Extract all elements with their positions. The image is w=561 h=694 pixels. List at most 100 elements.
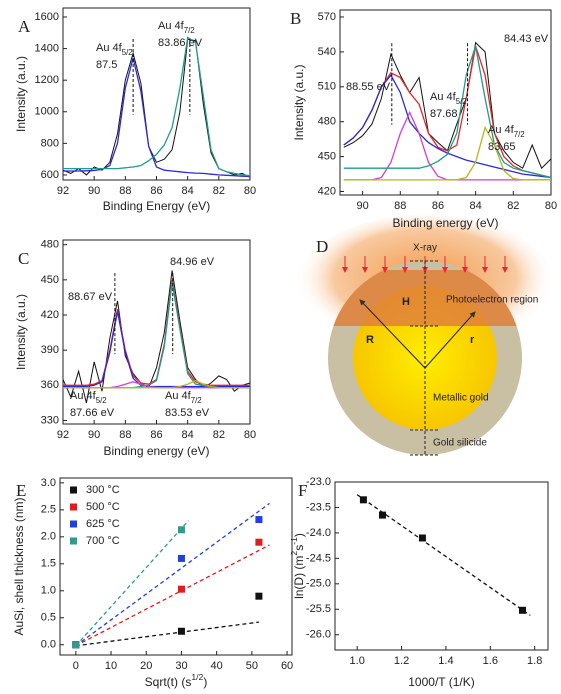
x-tick-label: 60 xyxy=(281,660,293,672)
x-tick-label: 86 xyxy=(150,429,162,441)
text-part: Au 4f xyxy=(96,42,123,54)
big-r-label: R xyxy=(366,334,374,346)
y-tick-label: 1200 xyxy=(35,74,59,86)
text-part: Au 4f xyxy=(430,91,457,103)
x-tick-label: 50 xyxy=(246,660,258,672)
legend-marker xyxy=(70,503,77,511)
x-tick-label: 90 xyxy=(88,185,100,197)
y-tick-label: 600 xyxy=(41,169,59,181)
y-tick-label: -24.5 xyxy=(306,552,331,564)
silicide-label: Gold silicide xyxy=(433,438,487,449)
legend-marker xyxy=(70,520,77,528)
subscript: 5/2 xyxy=(96,396,107,405)
x-tick-label: 84 xyxy=(182,429,194,441)
y-tick-label: -26.0 xyxy=(306,629,331,641)
data-point xyxy=(255,592,263,600)
y-tick-label: 450 xyxy=(318,151,336,163)
y-tick-label: 1400 xyxy=(35,42,59,54)
x-axis-label: Binding energy (eV) xyxy=(103,444,209,458)
x-tick-label: 1.4 xyxy=(438,655,453,667)
data-point xyxy=(359,496,367,504)
spectrum-line xyxy=(62,270,251,404)
y-tick-label: -23.0 xyxy=(306,476,331,488)
annotation: Au 4f5/2 xyxy=(70,390,107,405)
annotation: 88.55 eV xyxy=(346,81,391,93)
y-axis-label: AuSi, shell thickness (nm) xyxy=(12,497,26,635)
legend-marker xyxy=(70,537,77,545)
text-part: Au 4f xyxy=(488,124,515,136)
h-label: H xyxy=(402,296,410,308)
spectrum-line xyxy=(343,41,552,170)
x-tick-label: 1.8 xyxy=(527,655,542,667)
text-part: Au 4f xyxy=(165,390,192,402)
fit-line xyxy=(75,520,189,647)
y-tick-label: -24.0 xyxy=(306,527,331,539)
supscript: -1 xyxy=(289,537,299,545)
x-tick-label: 20 xyxy=(140,660,152,672)
small-r-label: r xyxy=(470,334,475,346)
x-tick-label: 82 xyxy=(213,429,225,441)
spectrum-line xyxy=(63,311,250,388)
y-tick-label: 1.5 xyxy=(41,558,56,570)
text-part: ) xyxy=(203,675,207,689)
x-tick-label: 82 xyxy=(507,200,519,212)
annotation: 87.68 xyxy=(430,108,458,120)
supscript: 1/2 xyxy=(191,672,203,682)
y-tick-label: 0.0 xyxy=(41,639,56,651)
y-tick-label: 480 xyxy=(318,116,336,128)
annotation: 84.43 eV xyxy=(504,33,549,45)
spectrum-line xyxy=(343,45,552,179)
y-axis-label: Intensity (a.u.) xyxy=(14,56,28,132)
y-axis-label: ln(D) (m2s-1) xyxy=(289,533,306,599)
y-tick-label: 420 xyxy=(41,309,59,321)
data-point xyxy=(418,534,426,542)
data-point xyxy=(72,641,80,649)
spectrum-line xyxy=(343,125,551,181)
fit-line xyxy=(75,544,270,647)
data-point xyxy=(177,627,185,635)
x-tick-label: 1.2 xyxy=(394,655,409,667)
supscript: 2 xyxy=(289,551,299,556)
y-tick-label: 3.0 xyxy=(41,477,56,489)
annotation: Au 4f5/2 xyxy=(430,91,467,106)
y-axis-label: Intensity (a.u.) xyxy=(292,64,306,140)
annotation: Au 4f5/2 xyxy=(96,42,133,57)
x-tick-label: 86 xyxy=(432,200,444,212)
subscript: 7/2 xyxy=(514,130,525,139)
plot-frame xyxy=(59,477,293,656)
x-tick-label: 86 xyxy=(150,185,162,197)
subscript: 5/2 xyxy=(456,97,467,106)
annotation: 87.5 xyxy=(96,59,117,71)
legend-marker xyxy=(70,486,77,494)
fit-line xyxy=(75,621,259,647)
spectrum-line xyxy=(62,38,251,178)
x-tick-label: 82 xyxy=(213,185,225,197)
x-tick-label: 0 xyxy=(73,660,79,672)
y-tick-label: 480 xyxy=(41,239,59,251)
x-tick-label: 90 xyxy=(356,200,368,212)
panel-label: E xyxy=(16,481,26,500)
x-axis-label: Sqrt(t) (s1/2) xyxy=(145,672,208,689)
data-point xyxy=(177,526,185,534)
y-tick-label: 2.0 xyxy=(41,531,56,543)
xray-label: X-ray xyxy=(413,243,437,254)
x-tick-label: 1.6 xyxy=(483,655,498,667)
x-tick-label: 30 xyxy=(175,660,187,672)
subscript: 5/2 xyxy=(122,48,133,57)
x-axis-label: Binding Energy (eV) xyxy=(103,199,210,213)
panel-label: C xyxy=(18,249,29,268)
data-point xyxy=(255,538,263,546)
y-tick-label: 450 xyxy=(41,274,59,286)
annotation: Au 4f7/2 xyxy=(165,390,202,405)
subscript: 7/2 xyxy=(191,396,202,405)
y-tick-label: 1.0 xyxy=(41,585,56,597)
spectrum-line xyxy=(63,36,251,177)
text-part: Sqrt(t) (s xyxy=(145,675,192,689)
x-tick-label: 80 xyxy=(244,429,256,441)
x-tick-label: 1.0 xyxy=(350,655,365,667)
data-point xyxy=(177,585,185,593)
y-tick-label: 420 xyxy=(318,185,336,197)
radius-r-arrow xyxy=(359,299,426,369)
y-tick-label: 510 xyxy=(318,81,336,93)
